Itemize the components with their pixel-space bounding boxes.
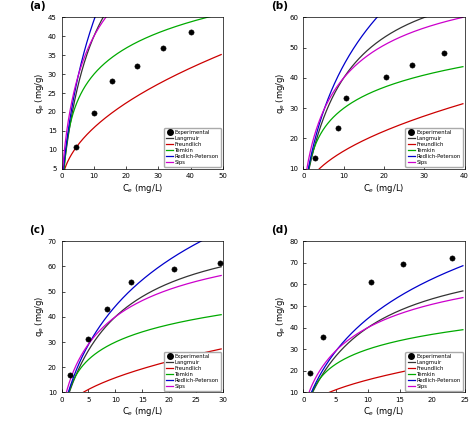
- Point: [108, 77, 115, 84]
- Y-axis label: q$_e$ (mg/g): q$_e$ (mg/g): [33, 72, 46, 114]
- Point: [134, 62, 141, 69]
- Point: [85, 336, 92, 343]
- Point: [312, 154, 319, 161]
- Point: [319, 334, 327, 341]
- Y-axis label: q$_e$ (mg/g): q$_e$ (mg/g): [274, 296, 287, 337]
- Legend: Experimental, Langmuir, Freundlich, Temkin, Redlich-Peterson, Sips: Experimental, Langmuir, Freundlich, Temk…: [405, 352, 463, 391]
- Legend: Experimental, Langmuir, Freundlich, Temkin, Redlich-Peterson, Sips: Experimental, Langmuir, Freundlich, Temk…: [405, 128, 463, 167]
- Point: [408, 62, 416, 69]
- X-axis label: C$_e$ (mg/L): C$_e$ (mg/L): [364, 181, 404, 194]
- Point: [73, 143, 80, 150]
- Point: [216, 259, 224, 266]
- Point: [159, 45, 167, 52]
- Y-axis label: q$_e$ (mg/g): q$_e$ (mg/g): [33, 296, 46, 337]
- Y-axis label: q$_e$ (mg/g): q$_e$ (mg/g): [274, 72, 287, 114]
- Text: (c): (c): [29, 225, 45, 235]
- Point: [367, 279, 375, 286]
- Legend: Experimental, Langmuir, Freundlich, Temkin, Redlich-Peterson, Sips: Experimental, Langmuir, Freundlich, Temk…: [164, 128, 221, 167]
- Point: [306, 369, 314, 376]
- Point: [91, 109, 98, 116]
- Point: [103, 306, 111, 313]
- X-axis label: C$_e$ (mg/L): C$_e$ (mg/L): [122, 405, 163, 419]
- Point: [342, 94, 349, 101]
- Point: [66, 371, 73, 378]
- Text: (d): (d): [271, 225, 288, 235]
- Text: (b): (b): [271, 1, 288, 11]
- Legend: Experimental, Langmuir, Freundlich, Temkin, Redlich-Peterson, Sips: Experimental, Langmuir, Freundlich, Temk…: [164, 352, 221, 391]
- Point: [334, 124, 341, 131]
- Point: [448, 255, 456, 262]
- X-axis label: C$_e$ (mg/L): C$_e$ (mg/L): [364, 405, 404, 419]
- Point: [128, 278, 135, 285]
- Point: [382, 74, 390, 81]
- Point: [171, 266, 178, 272]
- Point: [187, 29, 195, 36]
- Point: [400, 260, 407, 267]
- Point: [440, 49, 448, 56]
- X-axis label: C$_e$ (mg/L): C$_e$ (mg/L): [122, 181, 163, 194]
- Text: (a): (a): [29, 1, 46, 11]
